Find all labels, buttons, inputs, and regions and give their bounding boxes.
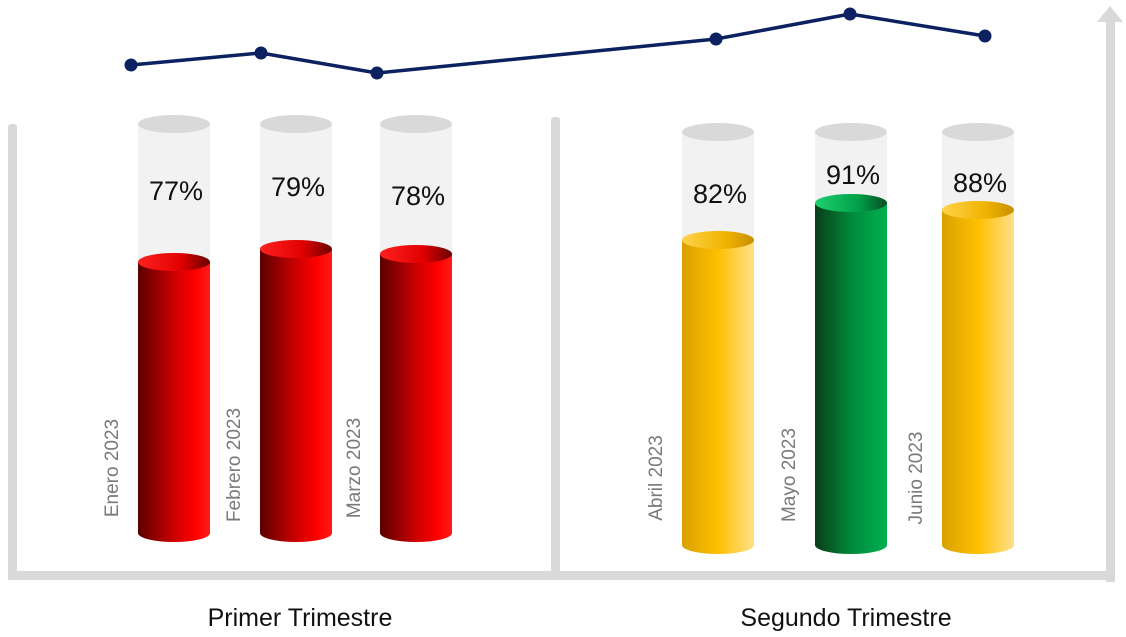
bar-fill-5	[815, 203, 887, 554]
category-label-4: Abril 2023	[646, 435, 667, 521]
bar-fill-1	[138, 262, 210, 542]
data-label-2: 79%	[271, 172, 325, 202]
bar-2	[260, 115, 332, 542]
frame-arrow-head-icon	[1097, 6, 1123, 22]
bar-6	[942, 123, 1014, 554]
data-label-5: 91%	[826, 160, 880, 190]
frame-quarter-divider	[551, 117, 560, 576]
bar-tube-cap-6	[942, 123, 1014, 141]
category-label-3: Marzo 2023	[344, 418, 365, 518]
labels-layer: 77% Enero 2023 79% Febrero 2023 78% Marzo 202…	[102, 160, 1007, 524]
data-label-4: 82%	[693, 179, 747, 209]
trend-line	[130, 12, 986, 75]
trend-point-2	[254, 46, 268, 60]
trend-point-3	[370, 66, 384, 80]
bar-fill-top-2	[260, 240, 332, 258]
bar-tube-cap-2	[260, 115, 332, 133]
frame-bottom-axis	[8, 571, 1115, 580]
bar-fill-2	[260, 249, 332, 542]
bar-fill-top-1	[138, 253, 210, 271]
bar-fill-6	[942, 210, 1014, 554]
trend-point-1	[124, 58, 138, 72]
trend-point-6	[978, 29, 992, 43]
category-label-6: Junio 2023	[906, 432, 927, 525]
frame-left-divider	[8, 124, 17, 576]
bar-3	[380, 115, 452, 542]
bar-tube-cap-1	[138, 115, 210, 133]
data-label-1: 77%	[149, 176, 203, 206]
frame-right-axis	[1106, 20, 1115, 582]
bar-fill-top-3	[380, 245, 452, 263]
data-label-6: 88%	[953, 168, 1007, 198]
bar-fill-top-4	[682, 231, 754, 249]
group-label-q1: Primer Trimestre	[208, 604, 393, 632]
bar-5	[815, 123, 887, 554]
category-label-1: Enero 2023	[102, 419, 123, 517]
bar-1	[138, 115, 210, 542]
bar-fill-4	[682, 240, 754, 554]
data-label-3: 78%	[391, 181, 445, 211]
category-label-5: Mayo 2023	[779, 428, 800, 522]
bar-fill-top-6	[942, 201, 1014, 219]
bars-layer	[138, 115, 1014, 554]
bar-tube-cap-3	[380, 115, 452, 133]
bar-4	[682, 123, 754, 554]
bar-fill-top-5	[815, 194, 887, 212]
trend-line-layer	[124, 7, 992, 80]
trend-point-4	[709, 32, 723, 46]
bar-tube-cap-5	[815, 123, 887, 141]
trend-point-5	[843, 7, 857, 21]
bar-fill-3	[380, 254, 452, 542]
bar-tube-cap-4	[682, 123, 754, 141]
category-label-2: Febrero 2023	[224, 408, 245, 522]
group-label-q2: Segundo Trimestre	[740, 604, 951, 632]
